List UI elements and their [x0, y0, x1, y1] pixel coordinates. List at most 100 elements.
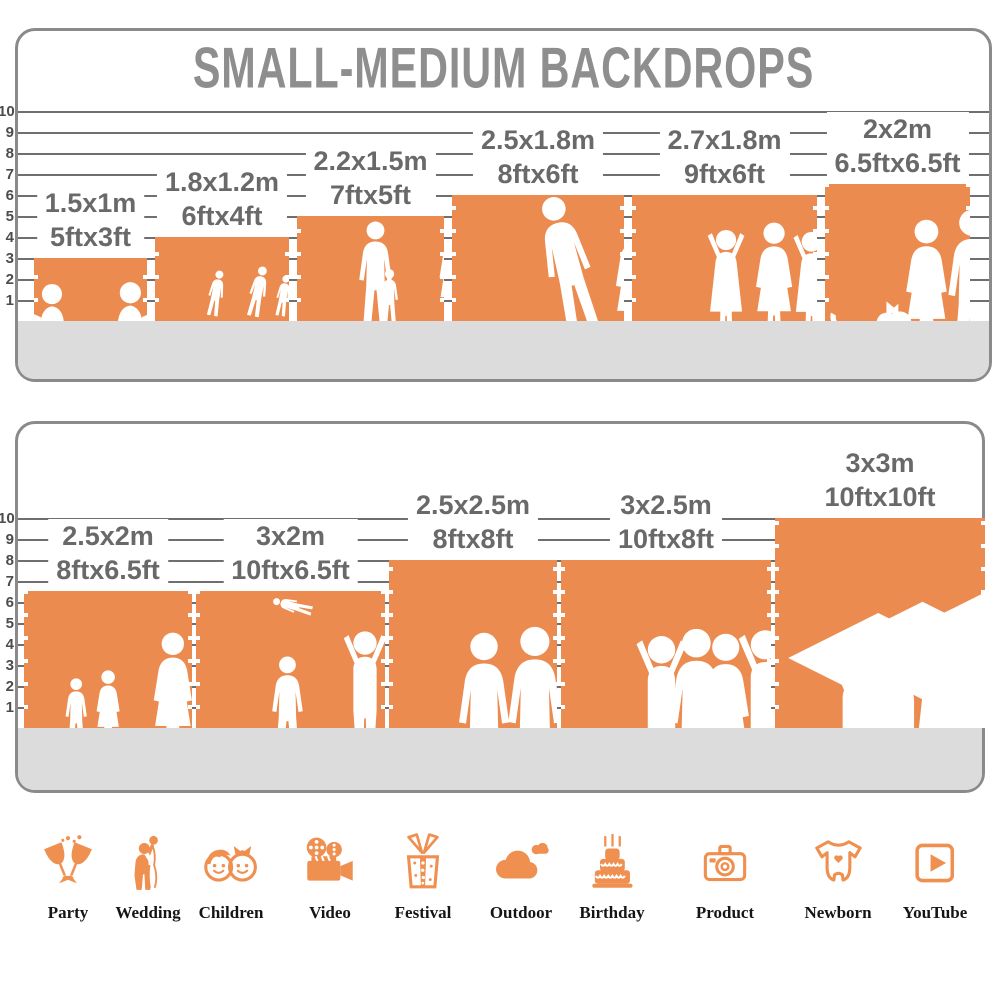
- ruler-tick-label: 1: [5, 699, 14, 716]
- backdrop-size-label: 2x2m 6.5ftx6.5ft: [826, 112, 969, 180]
- ruler-tick-label: 4: [5, 636, 14, 653]
- graduation-crowd-silhouettes: [775, 518, 985, 728]
- ruler-tick-label: 2: [5, 271, 14, 288]
- category-label: Party: [47, 903, 89, 922]
- party-icon: [37, 832, 99, 899]
- size-metric: 3x3m: [845, 448, 915, 478]
- standing-men-silhouettes: [389, 560, 557, 728]
- backdrop-size-label: 1.5x1m 5ftx3ft: [36, 186, 145, 254]
- category-youtube: YouTube: [902, 832, 968, 923]
- size-imperial: 8ftx6ft: [497, 159, 579, 189]
- size-metric: 2x2m: [862, 114, 933, 144]
- ruler-tick-label: 10: [0, 510, 15, 527]
- ruler-tick-label: 1: [5, 292, 14, 309]
- backdrop-size-label: 2.5x2.5m 8ftx8ft: [407, 488, 539, 556]
- backdrop-box-family-lifting-child: [196, 591, 385, 728]
- category-label: Wedding: [115, 903, 181, 922]
- children-reading-silhouettes: [34, 258, 147, 321]
- backdrop-box-family-of-four: [24, 591, 192, 728]
- party-girls-silhouettes: [632, 195, 817, 321]
- size-imperial: 6.5ftx6.5ft: [834, 148, 961, 178]
- backdrop-box-children-reading: [34, 258, 147, 321]
- size-imperial: 9ftx6ft: [683, 159, 765, 189]
- newborn-icon: [807, 832, 869, 899]
- size-imperial: 5ftx3ft: [49, 222, 132, 252]
- size-metric: 2.5x2.5m: [415, 490, 531, 520]
- size-metric: 3x2m: [255, 521, 326, 551]
- children-icon: [200, 832, 262, 899]
- size-metric: 3x2.5m: [620, 490, 712, 520]
- backdrop-size-label: 1.8x1.2m 6ftx4ft: [156, 165, 288, 233]
- panel-small-medium-backdrops: SMALL-MEDIUM BACKDROPS 1 2 3 4 5 6 7 8 9 10 1.5x1m…: [0, 28, 992, 382]
- category-label: Birthday: [579, 903, 645, 922]
- backdrop-size-label: 3x3m 10ftx10ft: [816, 446, 944, 514]
- family-lifting-child-silhouettes: [196, 591, 385, 728]
- category-row: Party Wedding Children Video Festival Outdoor…: [0, 832, 1000, 952]
- backdrop-box-wedding-couple: [452, 195, 624, 321]
- ruler-tick-label: 6: [5, 187, 14, 204]
- size-metric: 2.5x2m: [62, 521, 154, 551]
- ruler-tick-label: 2: [5, 678, 14, 695]
- wedding-icon: [117, 832, 179, 899]
- wedding-couple-silhouettes: [452, 195, 624, 321]
- category-label: YouTube: [902, 903, 968, 922]
- size-metric: 2.5x1.8m: [480, 125, 596, 155]
- category-wedding: Wedding: [115, 832, 181, 923]
- backdrop-box-group-of-friends: [561, 560, 771, 728]
- size-imperial: 10ftx10ft: [824, 482, 936, 512]
- size-imperial: 8ftx8ft: [432, 524, 514, 554]
- youtube-icon: [904, 832, 966, 899]
- category-product: Product: [694, 832, 756, 923]
- size-metric: 1.8x1.2m: [164, 167, 280, 197]
- backdrop-box-family-walking: [297, 216, 444, 321]
- category-label: Video: [309, 903, 351, 922]
- ground-strip: [18, 321, 989, 379]
- ruler-tick-label: 10: [0, 103, 15, 120]
- product-icon: [694, 832, 756, 899]
- backdrop-size-label: 2.5x2m 8ftx6.5ft: [48, 519, 168, 587]
- backdrop-size-label: 3x2.5m 10ftx8ft: [609, 488, 723, 556]
- ruler-tick-label: 7: [5, 166, 14, 183]
- size-metric: 2.7x1.8m: [667, 125, 782, 155]
- ruler-tick-label: 6: [5, 594, 14, 611]
- outdoor-icon: [490, 832, 552, 899]
- backdrop-size-label: 2.7x1.8m 9ftx6ft: [659, 123, 790, 191]
- backdrop-size-label: 2.2x1.5m 7ftx5ft: [305, 144, 436, 212]
- size-imperial: 7ftx5ft: [329, 180, 411, 210]
- festival-icon: [392, 832, 454, 899]
- ruler-tick-label: 4: [5, 229, 14, 246]
- ruler-tick-label: 9: [5, 124, 14, 141]
- ground-strip: [18, 728, 982, 790]
- size-imperial: 6ftx4ft: [181, 201, 263, 231]
- ruler-tick-label: 3: [5, 250, 14, 267]
- ruler-tick-label: 5: [5, 208, 14, 225]
- ruler-gridline: [18, 111, 989, 113]
- backdrop-box-couple-with-dogs: [825, 184, 970, 321]
- backdrop-size-label: 2.5x1.8m 8ftx6ft: [472, 123, 604, 191]
- category-festival: Festival: [392, 832, 454, 923]
- ruler-tick-label: 7: [5, 573, 14, 590]
- category-label: Product: [695, 903, 755, 922]
- group-of-friends-silhouettes: [561, 560, 771, 728]
- category-birthday: Birthday: [579, 832, 645, 923]
- ruler-tick-label: 8: [5, 145, 14, 162]
- family-walking-silhouettes: [297, 216, 444, 321]
- family-of-four-silhouettes: [24, 591, 192, 728]
- backdrop-box-party-girls: [632, 195, 817, 321]
- ruler-tick-label: 3: [5, 657, 14, 674]
- ruler-tick-label: 9: [5, 531, 14, 548]
- size-imperial: 8ftx6.5ft: [56, 555, 160, 585]
- ruler-tick-label: 8: [5, 552, 14, 569]
- category-newborn: Newborn: [804, 832, 872, 923]
- category-label: Festival: [394, 903, 452, 922]
- video-icon: [299, 832, 361, 899]
- panel-large-backdrops: 1 2 3 4 5 6 7 8 9 10 2.5x2m 8ftx6.5ft 3x2m 10ftx6.5ft…: [0, 421, 985, 793]
- category-label: Children: [198, 903, 264, 922]
- children-running-silhouettes: [155, 237, 289, 321]
- ruler-tick-label: 5: [5, 615, 14, 632]
- category-outdoor: Outdoor: [490, 832, 552, 923]
- category-label: Newborn: [804, 903, 872, 922]
- birthday-icon: [581, 832, 643, 899]
- size-metric: 1.5x1m: [44, 188, 137, 218]
